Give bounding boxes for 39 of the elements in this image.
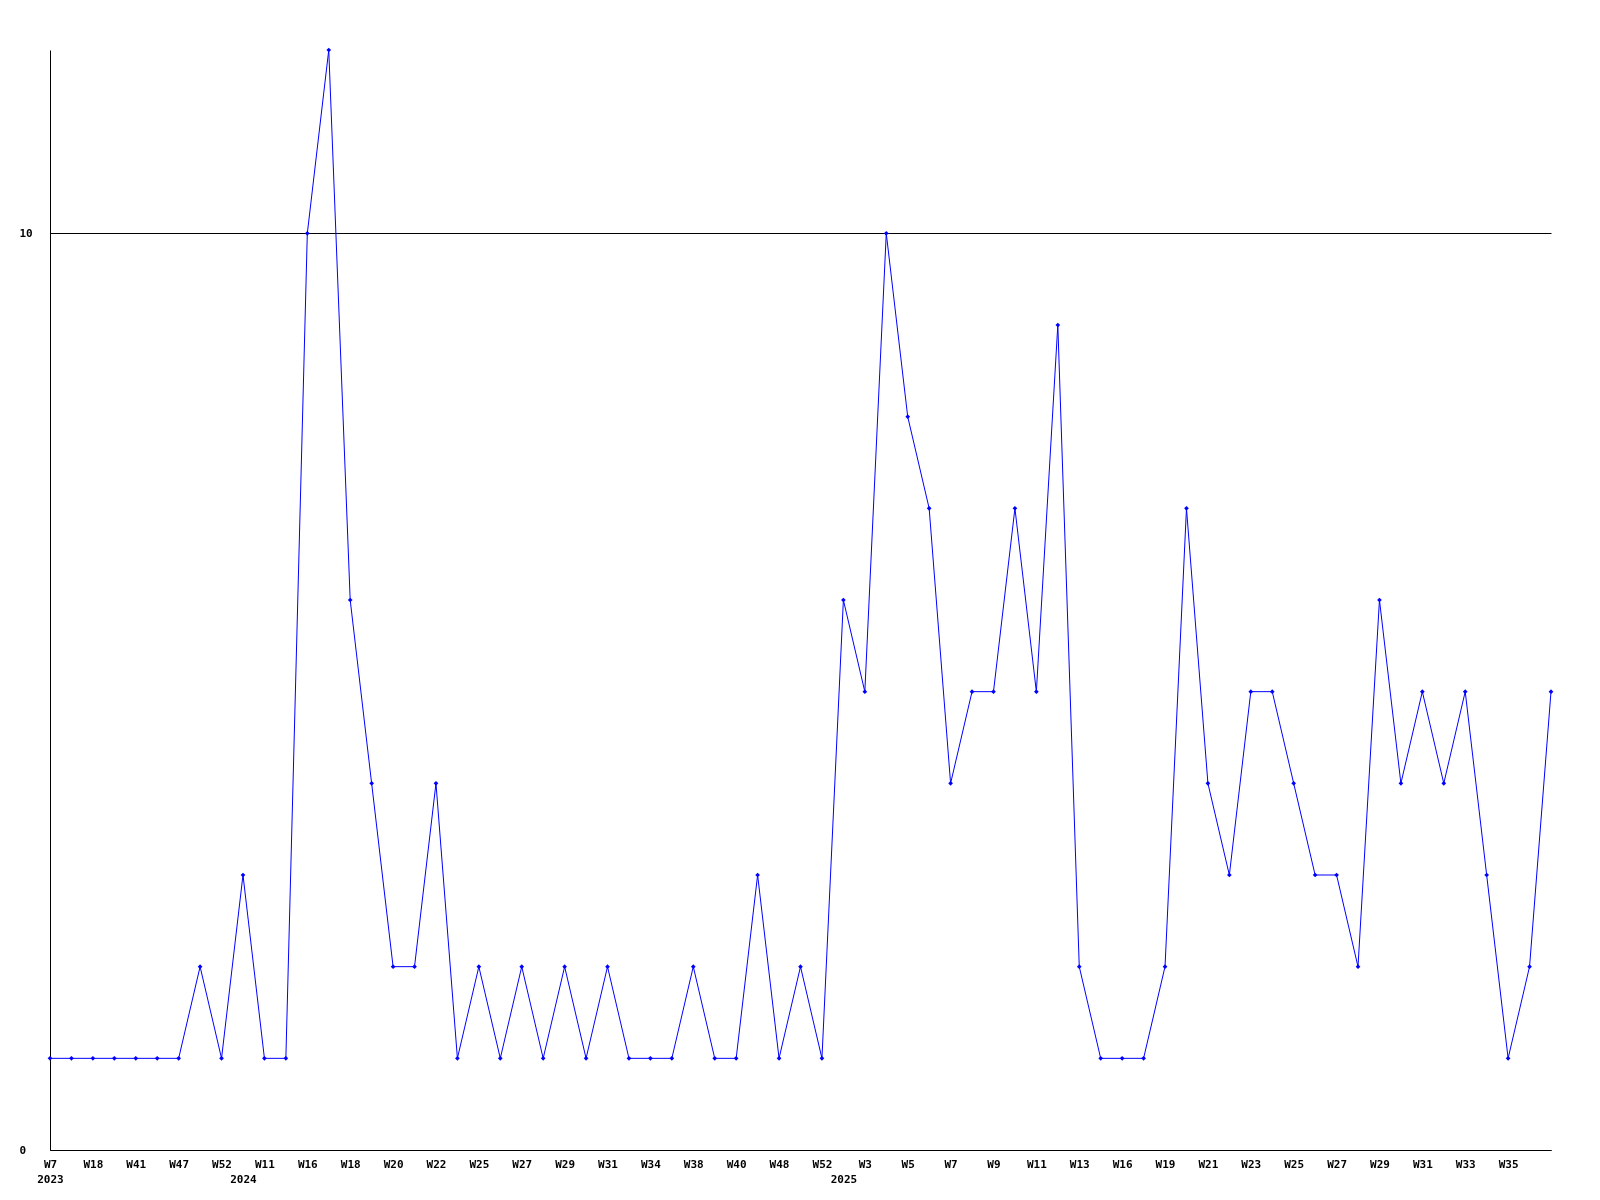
x-tick-label: W7 2023: [37, 1157, 64, 1186]
x-tick-label: W9: [987, 1157, 1001, 1171]
x-tick-label: W18: [83, 1157, 104, 1171]
x-tick-label: W18: [340, 1157, 361, 1171]
x-tick-label: W13: [1069, 1157, 1090, 1171]
y-tick-label: 0: [19, 1143, 27, 1157]
y-tick-label: 10: [19, 226, 33, 240]
x-tick-label: W35: [1498, 1157, 1519, 1171]
x-tick-label: W48: [769, 1157, 790, 1171]
x-tick-label: W16: [1112, 1157, 1133, 1171]
x-tick-label: W22: [426, 1157, 447, 1171]
x-tick-label: W3: [858, 1157, 872, 1171]
x-tick-label: W31: [1412, 1157, 1434, 1171]
x-tick-label: W38: [683, 1157, 704, 1171]
x-tick-label: W11: [254, 1157, 276, 1171]
x-tick-label: 2024: [230, 1172, 258, 1186]
x-tick-label: W47: [169, 1157, 190, 1171]
x-tick-label: W27: [512, 1157, 533, 1171]
x-tick-label: W16: [297, 1157, 319, 1171]
x-tick-label: W19: [1155, 1157, 1176, 1171]
x-tick-label: W7: [944, 1157, 958, 1171]
x-tick-label: W11: [1026, 1157, 1048, 1171]
x-tick-label: W25: [1284, 1157, 1305, 1171]
x-tick-label: W29: [1370, 1157, 1390, 1171]
x-tick-label: W31: [598, 1157, 619, 1171]
x-tick-label: W34: [640, 1157, 662, 1171]
x-tick-label: W27: [1327, 1157, 1348, 1171]
x-tick-label: W25: [469, 1157, 490, 1171]
x-tick-label: W52: [212, 1157, 232, 1171]
x-tick-label: W33: [1455, 1157, 1476, 1171]
x-tick-label: W41: [126, 1157, 147, 1171]
x-tick-label: W5: [901, 1157, 915, 1171]
x-tick-label: 2025: [830, 1172, 858, 1186]
x-tick-label: W21: [1198, 1157, 1219, 1171]
x-tick-label: W52: [812, 1157, 833, 1171]
x-tick-label: W40: [726, 1157, 747, 1171]
x-tick-label: W29: [555, 1157, 576, 1171]
x-tick-label: W23: [1241, 1157, 1262, 1171]
x-tick-label: W20: [383, 1157, 404, 1171]
